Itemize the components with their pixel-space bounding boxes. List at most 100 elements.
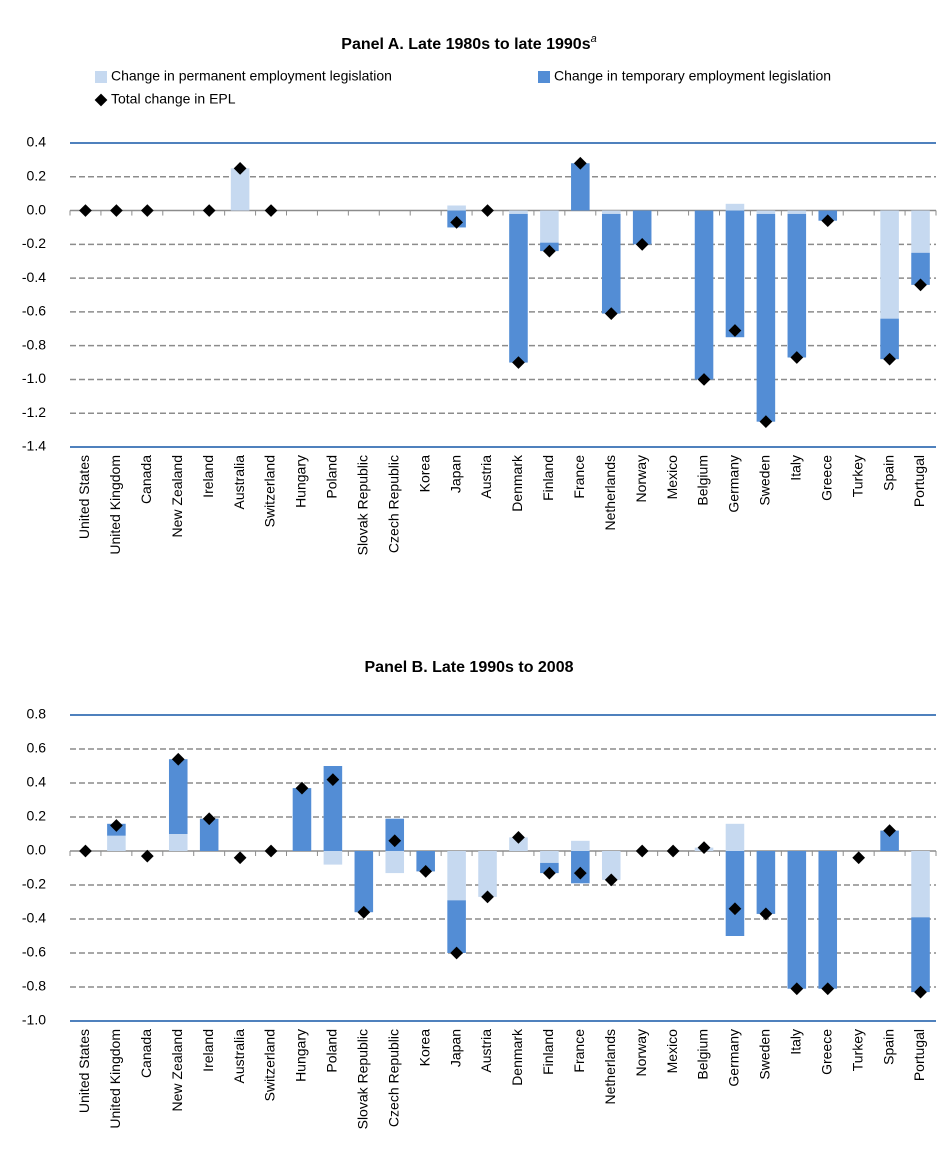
- bar-segment: [756, 851, 776, 914]
- total-marker: [94, 93, 108, 107]
- x-tick-label: Belgium: [695, 1029, 711, 1080]
- x-tick-label: Finland: [540, 455, 556, 501]
- bar-segment: [911, 851, 930, 918]
- x-tick-label: Switzerland: [262, 455, 278, 527]
- bar-segment: [725, 203, 745, 211]
- bar-segment: [230, 168, 250, 211]
- x-tick-label: Austria: [478, 455, 494, 499]
- bar-segment: [787, 213, 807, 358]
- title-text: Panel B. Late 1990s to 2008: [365, 659, 574, 676]
- x-tick-label: Turkey: [849, 1029, 865, 1071]
- total-marker: [140, 204, 154, 217]
- y-tick-label: -1.2: [22, 404, 46, 420]
- x-tick-label: Hungary: [293, 1029, 309, 1082]
- x-tick-label: United Kingdom: [107, 1029, 123, 1129]
- chart-title: Panel B. Late 1990s to 2008: [365, 659, 574, 676]
- x-tick-label: Australia: [231, 455, 247, 510]
- x-tick-label: Czech Republic: [385, 455, 401, 553]
- x-tick-label: France: [571, 455, 587, 499]
- bar-segment: [478, 851, 497, 897]
- x-tick-label: Mexico: [664, 455, 680, 500]
- x-tick-label: Czech Republic: [385, 1029, 401, 1127]
- total-marker: [450, 216, 463, 229]
- bar-segment: [416, 851, 435, 872]
- bar-segment: [818, 851, 838, 989]
- bar-segment: [756, 210, 776, 214]
- x-tick-label: Japan: [447, 1029, 463, 1067]
- bar-segment: [107, 835, 126, 851]
- x-tick-label: Ireland: [200, 455, 216, 498]
- x-tick-label: Portugal: [911, 1029, 927, 1081]
- y-tick-label: -1.0: [22, 1012, 46, 1028]
- bar-segment: [694, 210, 714, 380]
- y-tick-label: 0.0: [27, 842, 47, 858]
- x-tick-label: Turkey: [849, 455, 865, 497]
- bar-segment: [725, 210, 745, 338]
- legend-swatch: [95, 71, 107, 83]
- bar-segment: [385, 851, 405, 874]
- x-tick-label: United Kingdom: [107, 455, 123, 555]
- bar-segment: [540, 210, 559, 243]
- y-tick-label: -1.4: [22, 438, 46, 454]
- bar-segment: [292, 788, 312, 851]
- x-tick-label: Belgium: [695, 455, 711, 506]
- x-tick-label: France: [571, 1029, 587, 1073]
- bar-segment: [323, 766, 343, 851]
- x-tick-label: Portugal: [911, 455, 927, 507]
- bar-segment: [787, 210, 807, 214]
- bar-segment: [447, 851, 466, 901]
- x-tick-label: Spain: [880, 1029, 896, 1065]
- y-tick-label: -0.2: [22, 876, 46, 892]
- total-marker: [481, 204, 494, 217]
- total-marker: [79, 204, 92, 217]
- bar-segment: [509, 837, 528, 851]
- bar-segment: [509, 210, 528, 214]
- x-tick-label: Norway: [633, 455, 649, 502]
- bar-segment: [880, 210, 899, 319]
- legend-swatch: [538, 71, 550, 83]
- y-tick-label: -0.8: [22, 336, 46, 352]
- x-tick-label: Korea: [416, 1029, 432, 1067]
- x-tick-label: Netherlands: [602, 1029, 618, 1105]
- bar-segment: [509, 213, 528, 363]
- y-tick-label: -0.6: [22, 303, 46, 319]
- x-tick-label: Slovak Republic: [355, 455, 371, 555]
- x-tick-label: Hungary: [293, 455, 309, 508]
- chart-panel: Panel A. Late 1980s to late 1990sa 0.4 0.2…: [22, 33, 937, 555]
- x-tick-label: Denmark: [509, 454, 525, 512]
- x-tick-label: Greece: [818, 455, 834, 501]
- x-tick-label: Poland: [324, 455, 340, 499]
- x-tick-label: Japan: [447, 455, 463, 493]
- total-marker: [666, 844, 680, 858]
- bar-segment: [632, 210, 652, 245]
- total-marker: [79, 844, 92, 858]
- total-marker: [264, 204, 278, 217]
- x-tick-label: Sweden: [757, 1029, 773, 1080]
- total-marker: [697, 841, 711, 854]
- bar-segment: [880, 830, 899, 851]
- x-tick-label: Australia: [231, 1029, 247, 1084]
- y-tick-label: -0.8: [22, 978, 46, 994]
- total-marker: [202, 204, 216, 217]
- y-tick-label: 0.0: [27, 201, 47, 217]
- x-tick-label: Spain: [880, 455, 896, 491]
- title-superscript: a: [591, 33, 597, 45]
- y-tick-label: 0.4: [27, 134, 47, 150]
- x-tick-label: Canada: [138, 455, 154, 504]
- y-tick-label: -0.4: [22, 910, 46, 926]
- x-tick-label: Mexico: [664, 1029, 680, 1074]
- y-tick-label: 0.2: [27, 167, 47, 183]
- y-tick-label: 0.8: [27, 706, 47, 722]
- bar-segment: [725, 851, 745, 936]
- total-marker: [852, 851, 866, 865]
- x-tick-label: Germany: [726, 455, 742, 513]
- bar-segment: [601, 213, 621, 314]
- x-tick-label: Germany: [726, 1029, 742, 1087]
- bar-segment: [911, 210, 930, 253]
- x-tick-label: United States: [76, 1029, 92, 1113]
- x-tick-label: Italy: [788, 455, 804, 481]
- total-marker: [635, 844, 649, 858]
- y-tick-label: 0.4: [27, 774, 47, 790]
- bar-segment: [911, 917, 930, 993]
